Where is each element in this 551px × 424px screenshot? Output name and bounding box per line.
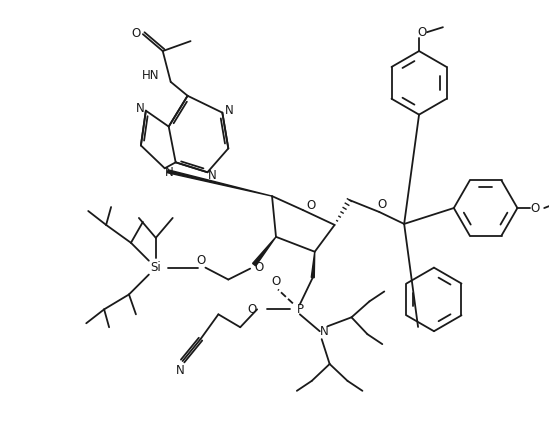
Text: N: N bbox=[208, 169, 217, 182]
Text: N: N bbox=[176, 365, 185, 377]
Text: N: N bbox=[165, 166, 174, 179]
Text: N: N bbox=[136, 102, 144, 115]
Text: O: O bbox=[306, 198, 315, 212]
Text: O: O bbox=[377, 198, 387, 211]
Text: HN: HN bbox=[142, 70, 160, 82]
Text: N: N bbox=[320, 325, 329, 338]
Polygon shape bbox=[168, 170, 272, 196]
Text: O: O bbox=[197, 254, 206, 267]
Text: O: O bbox=[131, 27, 141, 40]
Text: O: O bbox=[248, 303, 257, 316]
Text: N: N bbox=[225, 104, 234, 117]
Polygon shape bbox=[252, 237, 276, 266]
Text: O: O bbox=[272, 275, 280, 288]
Text: O: O bbox=[531, 201, 540, 215]
Text: O: O bbox=[418, 26, 426, 39]
Text: P: P bbox=[298, 303, 304, 316]
Text: Si: Si bbox=[150, 261, 161, 274]
Text: O: O bbox=[255, 261, 264, 274]
Polygon shape bbox=[311, 252, 315, 278]
